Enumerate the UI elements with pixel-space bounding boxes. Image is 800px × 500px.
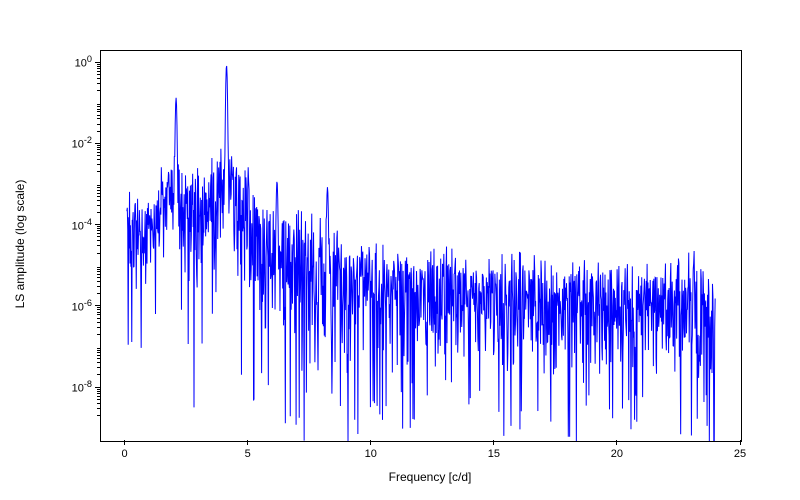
y-minor-tick: [97, 293, 100, 294]
y-minor-tick: [97, 236, 100, 237]
y-minor-tick: [97, 193, 100, 194]
y-minor-tick: [97, 267, 100, 268]
y-minor-tick: [97, 367, 100, 368]
y-tick: [95, 387, 100, 388]
x-tick-label: 5: [238, 448, 258, 460]
y-minor-tick: [97, 212, 100, 213]
y-minor-tick: [97, 286, 100, 287]
y-minor-tick: [97, 391, 100, 392]
y-tick-label: 100: [75, 54, 92, 70]
y-tick-label: 10-2: [72, 135, 92, 151]
y-minor-tick: [97, 233, 100, 234]
y-minor-tick: [97, 68, 100, 69]
y-minor-tick: [97, 318, 100, 319]
y-minor-tick: [97, 348, 100, 349]
y-minor-tick: [97, 281, 100, 282]
y-minor-tick: [97, 314, 100, 315]
y-tick: [95, 224, 100, 225]
y-minor-tick: [97, 185, 100, 186]
y-minor-tick: [97, 352, 100, 353]
y-minor-tick: [97, 253, 100, 254]
y-minor-tick: [97, 83, 100, 84]
spectrum-line: [101, 51, 741, 441]
y-minor-tick: [97, 118, 100, 119]
y-minor-tick: [97, 277, 100, 278]
x-tick-label: 20: [607, 448, 627, 460]
y-minor-tick: [97, 74, 100, 75]
y-minor-tick: [97, 230, 100, 231]
y-minor-tick: [97, 322, 100, 323]
y-minor-tick: [97, 124, 100, 125]
y-minor-tick: [97, 152, 100, 153]
y-minor-tick: [97, 334, 100, 335]
y-tick: [95, 305, 100, 306]
y-tick-label: 10-6: [72, 298, 92, 314]
x-tick-label: 0: [115, 448, 135, 460]
y-minor-tick: [97, 408, 100, 409]
y-minor-tick: [97, 190, 100, 191]
x-tick: [616, 440, 617, 445]
y-minor-tick: [97, 90, 100, 91]
y-minor-tick: [97, 205, 100, 206]
y-tick: [95, 62, 100, 63]
y-minor-tick: [97, 200, 100, 201]
y-minor-tick: [97, 228, 100, 229]
y-minor-tick: [97, 155, 100, 156]
x-tick: [370, 440, 371, 445]
y-minor-tick: [97, 358, 100, 359]
y-minor-tick: [97, 240, 100, 241]
y-tick-label: 10-8: [72, 379, 92, 395]
y-minor-tick: [97, 171, 100, 172]
y-minor-tick: [97, 196, 100, 197]
x-tick: [740, 440, 741, 445]
y-minor-tick: [97, 312, 100, 313]
y-minor-tick: [97, 149, 100, 150]
x-axis-label: Frequency [c/d]: [370, 470, 490, 484]
y-minor-tick: [97, 187, 100, 188]
y-minor-tick: [97, 389, 100, 390]
y-minor-tick: [97, 64, 100, 65]
y-minor-tick: [97, 396, 100, 397]
x-tick: [247, 440, 248, 445]
y-minor-tick: [97, 415, 100, 416]
figure: LS amplitude (log scale) Frequency [c/d]…: [0, 0, 800, 500]
y-minor-tick: [97, 111, 100, 112]
x-tick-label: 25: [730, 448, 750, 460]
y-minor-tick: [97, 399, 100, 400]
y-minor-tick: [97, 145, 100, 146]
x-tick-label: 10: [361, 448, 381, 460]
y-tick-label: 10-4: [72, 217, 92, 233]
y-minor-tick: [97, 350, 100, 351]
y-minor-tick: [97, 106, 100, 107]
x-tick: [493, 440, 494, 445]
y-axis-label: LS amplitude (log scale): [13, 164, 27, 324]
y-minor-tick: [97, 362, 100, 363]
y-minor-tick: [97, 307, 100, 308]
y-minor-tick: [97, 269, 100, 270]
y-minor-tick: [97, 109, 100, 110]
y-minor-tick: [97, 226, 100, 227]
y-minor-tick: [97, 164, 100, 165]
y-minor-tick: [97, 393, 100, 394]
y-minor-tick: [97, 78, 100, 79]
x-tick: [124, 440, 125, 445]
plot-axes: [100, 50, 742, 442]
y-minor-tick: [97, 271, 100, 272]
y-minor-tick: [97, 115, 100, 116]
y-minor-tick: [97, 131, 100, 132]
y-minor-tick: [97, 159, 100, 160]
x-tick-label: 15: [484, 448, 504, 460]
y-minor-tick: [97, 309, 100, 310]
y-minor-tick: [97, 403, 100, 404]
y-minor-tick: [97, 374, 100, 375]
y-minor-tick: [97, 66, 100, 67]
y-minor-tick: [97, 245, 100, 246]
y-minor-tick: [97, 71, 100, 72]
y-minor-tick: [97, 147, 100, 148]
y-minor-tick: [97, 327, 100, 328]
y-minor-tick: [97, 274, 100, 275]
y-tick: [95, 143, 100, 144]
y-minor-tick: [97, 104, 100, 105]
y-minor-tick: [97, 355, 100, 356]
